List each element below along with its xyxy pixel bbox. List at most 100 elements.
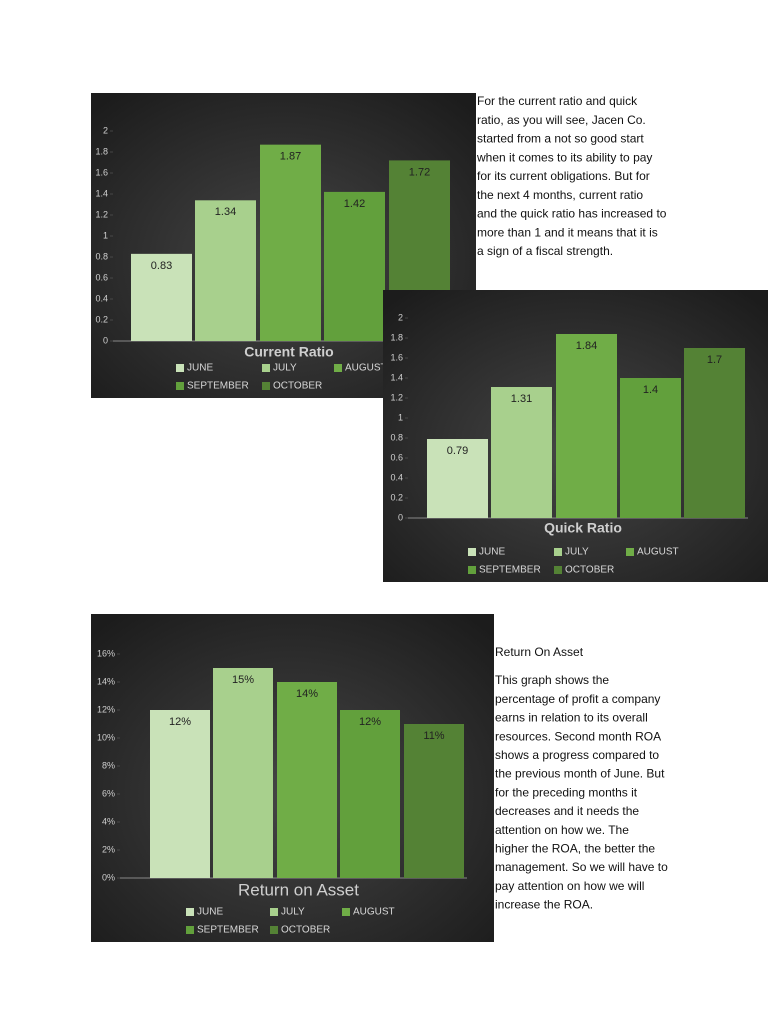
y-tick-label: 0.6 — [390, 452, 403, 462]
paragraph-line: started from a not so good start — [477, 132, 644, 146]
bar — [260, 144, 321, 341]
bar — [340, 710, 400, 878]
paragraph-line: when it comes to its ability to pay — [476, 150, 652, 164]
y-tick-label: 1.4 — [390, 372, 403, 382]
y-tick-label: 1.2 — [390, 392, 403, 402]
data-label: 0.79 — [447, 445, 468, 457]
y-tick-label: 1.4 — [95, 188, 108, 198]
chart: 0 0.2 0.4 0.6 0.8 1 1.2 1.4 1.6 1.8 2 0.83 1.34 1.87 1… — [91, 93, 476, 398]
y-tick-label: 10% — [97, 732, 115, 742]
legend-label: AUGUST — [637, 547, 679, 558]
data-label: 1.84 — [576, 340, 597, 352]
legend-swatch — [186, 926, 194, 934]
legend-label: AUGUST — [345, 363, 387, 374]
y-tick-label: 0.2 — [95, 314, 108, 324]
legend-swatch — [468, 548, 476, 556]
bar — [404, 724, 464, 878]
data-label: 1.34 — [215, 206, 236, 218]
legend-label: SEPTEMBER — [197, 925, 259, 936]
bar — [213, 668, 273, 878]
y-tick-label: 4% — [102, 816, 115, 826]
legend-swatch — [270, 908, 278, 916]
y-tick-label: 0 — [103, 335, 108, 345]
paragraph-line: a sign of a fiscal strength. — [477, 244, 613, 258]
chart: 0 0.2 0.4 0.6 0.8 1 1.2 1.4 1.6 1.8 2 0.79 1.31 1.84 1… — [383, 290, 768, 582]
y-tick-label: 1.8 — [390, 332, 403, 342]
legend-swatch — [342, 908, 350, 916]
legend-swatch — [262, 382, 270, 390]
paragraph-line: pay attention on how we will — [495, 879, 644, 893]
data-label: 14% — [296, 688, 318, 700]
legend-swatch — [626, 548, 634, 556]
legend-swatch — [186, 908, 194, 916]
y-tick-label: 0.4 — [390, 472, 403, 482]
chart-title: Current Ratio — [244, 344, 333, 360]
y-tick-label: 2% — [102, 844, 115, 854]
y-tick-label: 8% — [102, 760, 115, 770]
y-tick-label: 1.6 — [95, 167, 108, 177]
y-tick-label: 1 — [103, 230, 108, 240]
legend-swatch — [270, 926, 278, 934]
chart: 0% 2% 4% 6% 8% 10% 12% 14% 16% 12% 15% 14% 12% 11% Ret… — [91, 614, 494, 942]
bar — [556, 334, 617, 518]
paragraph-line: increase the ROA. — [495, 898, 593, 912]
bar — [620, 378, 681, 518]
data-label: 12% — [359, 716, 381, 728]
heading: Return On Asset — [495, 645, 584, 659]
bar — [491, 387, 552, 518]
paragraph-line: decreases and it needs the — [495, 804, 639, 818]
chart-title: Quick Ratio — [544, 520, 622, 536]
legend-label: JULY — [273, 363, 297, 374]
paragraph-line: the previous month of June. But — [495, 767, 665, 781]
y-tick-label: 2 — [398, 312, 403, 322]
paragraph-line: attention on how we. The — [495, 823, 629, 837]
y-tick-label: 1.8 — [95, 146, 108, 156]
data-label: 1.4 — [643, 384, 658, 396]
legend-label: JUNE — [479, 547, 505, 558]
legend-label: JULY — [565, 547, 589, 558]
data-label: 15% — [232, 674, 254, 686]
data-label: 11% — [423, 730, 444, 742]
paragraph-line: This graph shows the — [495, 673, 609, 687]
data-label: 0.83 — [151, 260, 172, 272]
bar — [277, 682, 337, 878]
paragraph-line: For the current ratio and quick — [477, 94, 638, 108]
y-tick-label: 0.2 — [390, 492, 403, 502]
legend-label: OCTOBER — [281, 925, 330, 936]
y-tick-label: 16% — [97, 648, 115, 658]
y-tick-label: 12% — [97, 704, 115, 714]
legend-label: OCTOBER — [565, 565, 614, 576]
legend-swatch — [262, 364, 270, 372]
paragraph-line: more than 1 and it means that it is — [477, 225, 658, 239]
paragraph-line: ratio, as you will see, Jacen Co. — [477, 113, 646, 127]
bar — [684, 348, 745, 518]
paragraph-line: resources. Second month ROA — [495, 729, 661, 743]
y-tick-label: 0.8 — [390, 432, 403, 442]
y-tick-label: 0.6 — [95, 272, 108, 282]
legend-label: JUNE — [187, 363, 213, 374]
paragraph-line: for its current obligations. But for — [477, 169, 650, 183]
data-label: 1.72 — [409, 166, 430, 178]
paragraph-line: shows a progress compared to — [495, 748, 659, 762]
y-tick-label: 0% — [102, 872, 115, 882]
paragraph-line: higher the ROA, the better the — [495, 841, 655, 855]
legend-swatch — [468, 566, 476, 574]
legend-label: SEPTEMBER — [479, 565, 541, 576]
legend-label: OCTOBER — [273, 381, 322, 392]
y-tick-label: 0.4 — [95, 293, 108, 303]
paragraph-line: for the preceding months it — [495, 785, 638, 799]
legend-swatch — [554, 566, 562, 574]
paragraph-line: earns in relation to its overall — [495, 711, 648, 725]
y-tick-label: 1.2 — [95, 209, 108, 219]
y-tick-label: 0.8 — [95, 251, 108, 261]
legend-label: JUNE — [197, 907, 223, 918]
data-label: 1.7 — [707, 354, 722, 366]
y-tick-label: 0 — [398, 512, 403, 522]
data-label: 1.31 — [511, 393, 532, 405]
legend-swatch — [334, 364, 342, 372]
data-label: 1.87 — [280, 151, 301, 163]
legend-swatch — [176, 382, 184, 390]
legend-label: SEPTEMBER — [187, 381, 249, 392]
paragraph-line: management. So we will have to — [495, 860, 668, 874]
